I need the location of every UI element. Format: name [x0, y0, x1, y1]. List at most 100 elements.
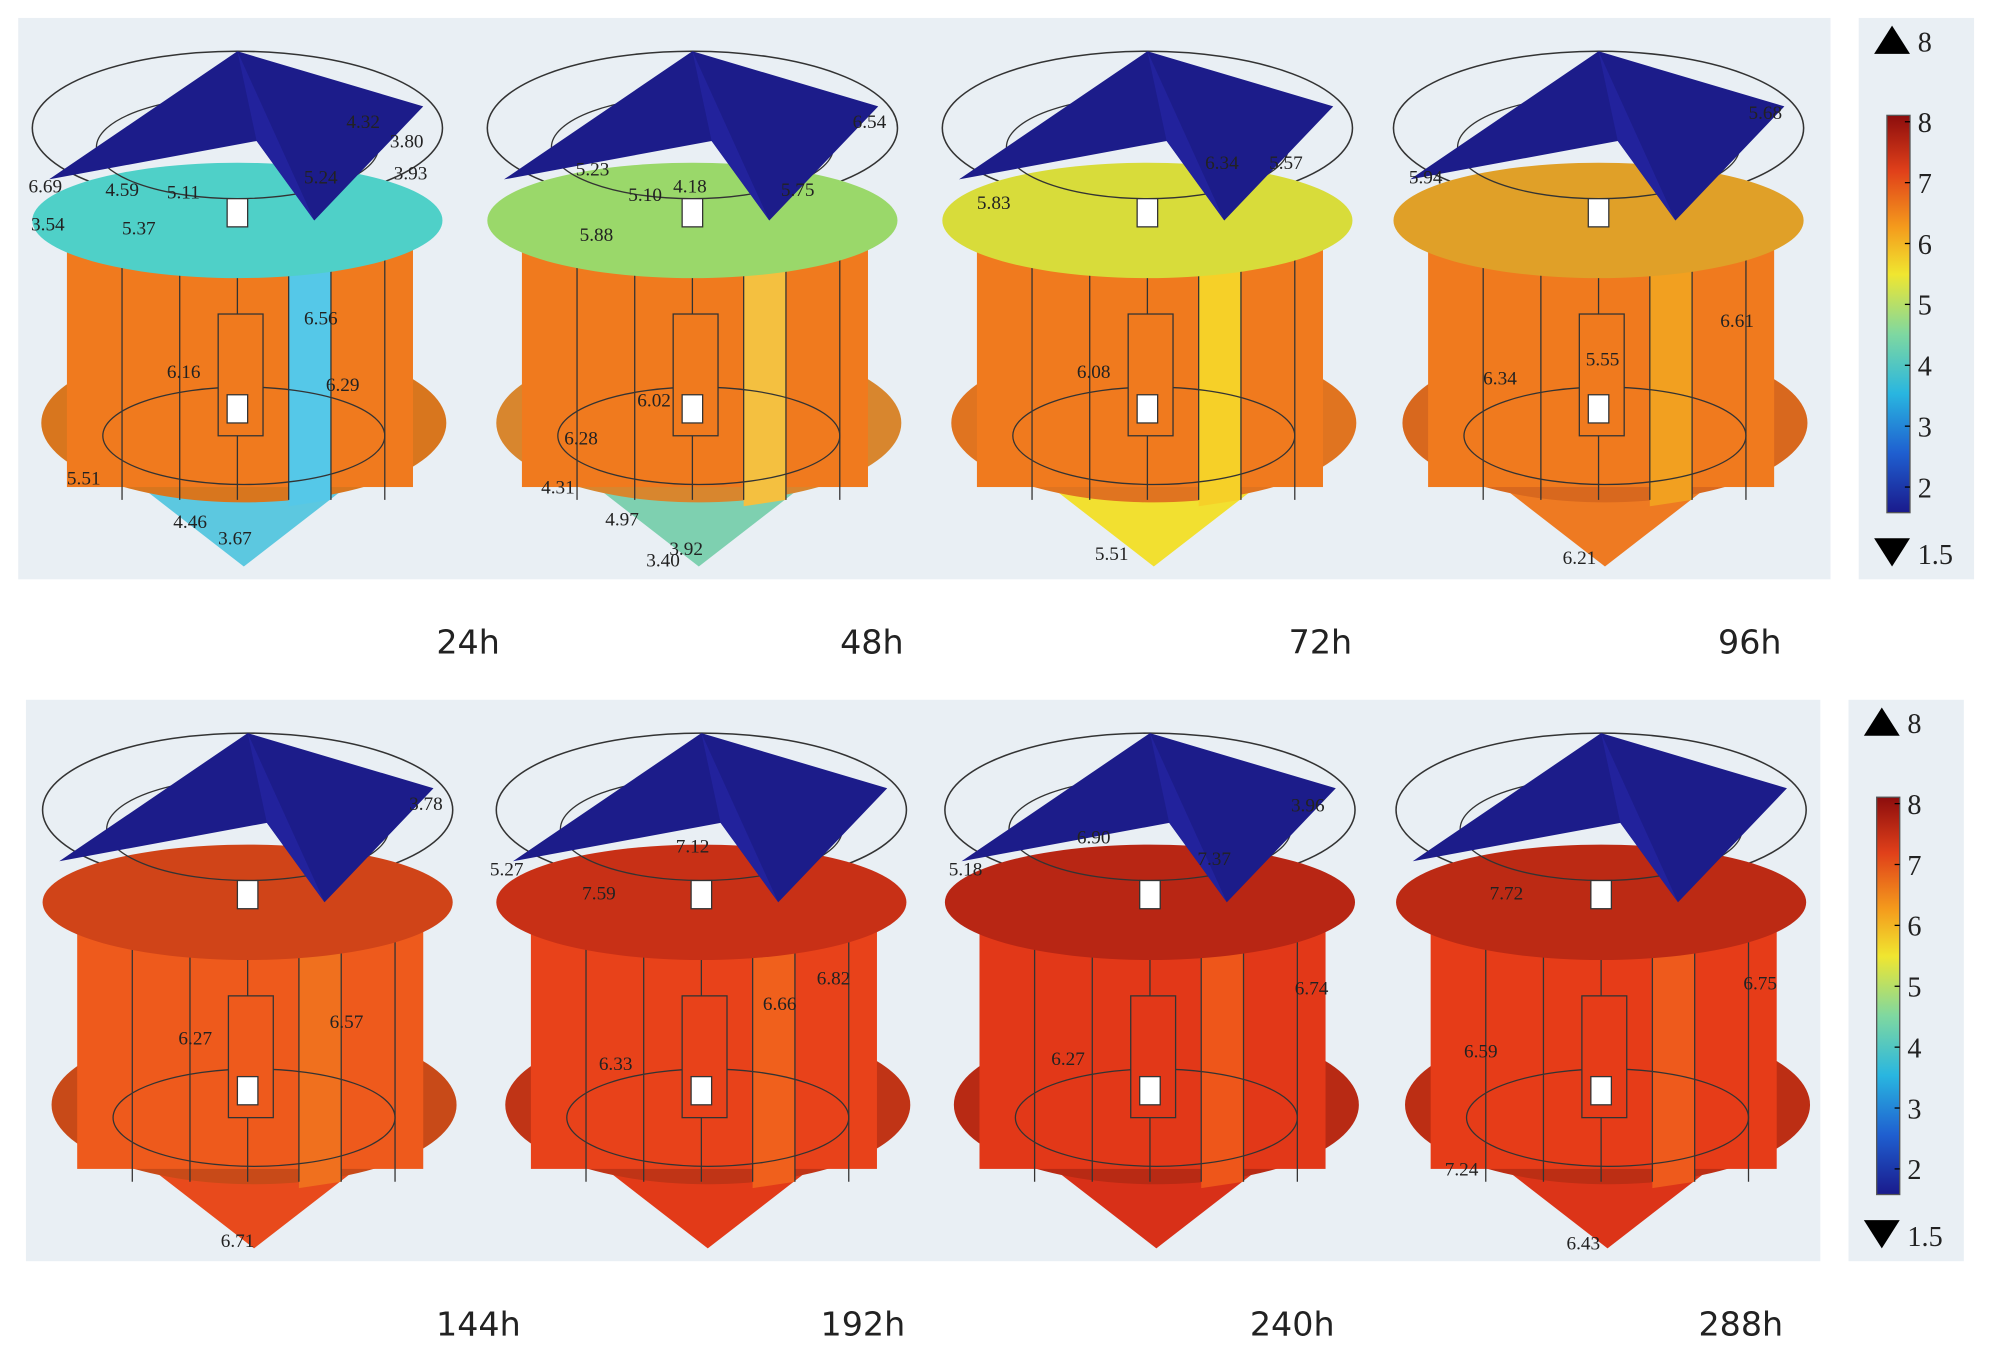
- contour-label: 3.78: [409, 794, 443, 815]
- contour-label: 6.66: [763, 994, 797, 1015]
- roof-ridge: [701, 733, 779, 903]
- contour-label: 4.59: [105, 180, 139, 201]
- time-label: 240h: [1250, 1305, 1335, 1344]
- roof: [48, 51, 424, 221]
- contour-label: 6.28: [564, 429, 598, 450]
- colorbar-tick-label: 2: [1918, 473, 1932, 504]
- contour-label: 5.94: [1409, 167, 1443, 188]
- panel: 5.68 5.94 6.61 5.55 6.34 6.21: [1392, 50, 1808, 569]
- panel: 5.27 7.12 7.59 6.82 6.66 6.33: [490, 732, 911, 1249]
- window: [1587, 394, 1610, 424]
- colorbar-tick-label: 5: [1907, 973, 1921, 1004]
- colorbar-min: 1.5: [1918, 540, 1953, 571]
- contour-label: 5.57: [1269, 153, 1303, 174]
- contour-label: 4.97: [605, 509, 639, 530]
- roof-ridge: [247, 733, 325, 903]
- colorbar-min: 1.5: [1907, 1222, 1942, 1253]
- contour-label: 6.27: [1051, 1049, 1085, 1070]
- time-label: 96h: [1718, 623, 1782, 662]
- contour-label: 5.18: [949, 859, 983, 880]
- cone: [1051, 487, 1257, 567]
- contour-label: 5.88: [580, 225, 614, 246]
- contour-label: 5.24: [304, 167, 338, 188]
- panel: 3.78 6.57 6.27 6.71: [41, 732, 457, 1252]
- colorbar: [1876, 796, 1901, 1196]
- roof: [512, 733, 888, 903]
- time-label: 288h: [1698, 1305, 1783, 1344]
- contour-label: 6.02: [637, 390, 671, 411]
- cone: [1504, 1168, 1711, 1249]
- colorbar-tick-label: 6: [1907, 912, 1921, 943]
- contour-label: 5.27: [490, 859, 524, 880]
- contour-label: 7.59: [582, 884, 616, 905]
- window: [1139, 879, 1161, 910]
- contour-label: 6.54: [853, 112, 887, 133]
- colorbar-bg: [1848, 699, 1964, 1262]
- contour-label: 7.72: [1490, 884, 1524, 905]
- roof: [503, 51, 879, 221]
- window: [236, 879, 259, 910]
- contour-label: 3.80: [390, 131, 424, 152]
- contour-label: 4.46: [173, 512, 207, 533]
- colorbar-tick-label: 4: [1918, 352, 1932, 383]
- time-label: 48h: [840, 623, 904, 662]
- roof: [1410, 51, 1785, 221]
- contour-label: 5.11: [167, 183, 200, 204]
- window: [681, 394, 704, 424]
- contour-label: 6.43: [1567, 1234, 1601, 1255]
- contour-label: 5.23: [576, 160, 610, 181]
- contour-label: 4.31: [541, 477, 575, 498]
- contour-label: 7.37: [1197, 849, 1231, 870]
- contour-label: 6.21: [1563, 548, 1597, 569]
- roof-ridge: [1601, 733, 1679, 903]
- contour-label: 6.29: [326, 375, 360, 396]
- contour-label: 6.08: [1077, 362, 1111, 383]
- colorbar-tick-label: 3: [1918, 412, 1932, 443]
- contour-label: 6.57: [330, 1012, 364, 1033]
- contour-label: 3.67: [218, 529, 252, 550]
- window: [1590, 879, 1613, 910]
- window: [1136, 394, 1159, 424]
- roof: [961, 733, 1336, 903]
- contour-label: 3.40: [646, 551, 680, 572]
- contour-label: 7.12: [676, 836, 710, 857]
- cone: [1053, 1168, 1259, 1249]
- colorbar: [1886, 114, 1911, 514]
- colorbar-tick-label: 7: [1907, 851, 1921, 882]
- contour-label: 6.82: [817, 968, 851, 989]
- contour-label: 5.10: [628, 185, 662, 206]
- colorbar-tick-label: 8: [1918, 108, 1932, 139]
- contour-label: 4.18: [673, 176, 707, 197]
- contour-label: 6.74: [1295, 979, 1329, 1000]
- colorbar-tick-label: 5: [1918, 291, 1932, 322]
- roof: [1412, 733, 1787, 903]
- contour-label: 3.96: [1291, 795, 1325, 816]
- colorbar-tick-label: 8: [1907, 790, 1921, 821]
- contour-label: 5.68: [1749, 103, 1783, 124]
- contour-label: 6.33: [599, 1054, 633, 1075]
- colorbar-tick-label: 7: [1918, 169, 1932, 200]
- colorbar-max: 8: [1918, 27, 1932, 58]
- contour-label: 6.34: [1205, 153, 1239, 174]
- cone: [141, 487, 347, 567]
- cone: [596, 487, 802, 567]
- window: [226, 394, 249, 424]
- time-label: 192h: [821, 1305, 906, 1344]
- time-label: 72h: [1289, 623, 1353, 662]
- contour-label: 5.83: [977, 193, 1011, 214]
- panel: 4.32 3.80 6.69 4.59 5.11 5.24 3.93 3.54 5.37 6.56…: [28, 50, 447, 567]
- min-marker: [1874, 538, 1910, 567]
- contour-label: 3.92: [669, 539, 703, 560]
- contour-label: 7.24: [1445, 1159, 1479, 1180]
- contour-label: 6.75: [1743, 973, 1777, 994]
- window: [1590, 1075, 1613, 1106]
- panel: 6.54 5.23 5.10 4.18 5.75 5.88 6.02 6.28 4.31 4.97…: [486, 50, 902, 572]
- contour-label: 6.34: [1483, 369, 1517, 390]
- contour-label: 3.54: [31, 215, 65, 236]
- roof-ridge: [1149, 733, 1227, 903]
- contour-label: 6.71: [221, 1231, 255, 1252]
- window: [236, 1075, 259, 1106]
- roof: [958, 51, 1334, 221]
- colorbar-tick-label: 4: [1907, 1033, 1921, 1064]
- window: [226, 198, 249, 228]
